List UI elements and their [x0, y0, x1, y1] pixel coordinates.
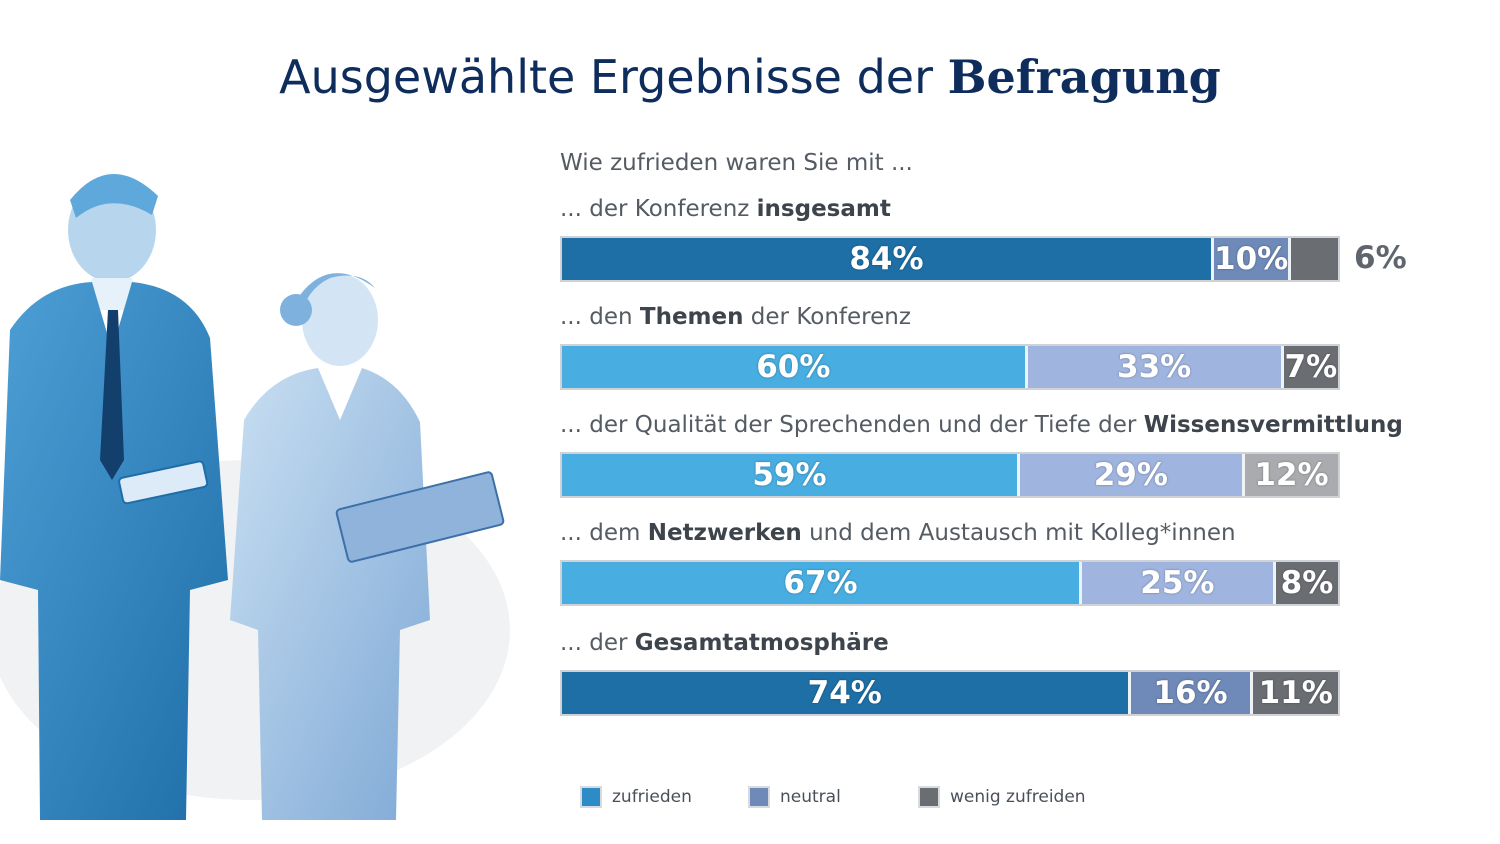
- question-text: Wie zufrieden waren Sie mit ...: [560, 150, 913, 176]
- legend-item-zufrieden: zufrieden: [580, 786, 692, 808]
- bar-row-4: 67% 25% 8%: [560, 560, 1340, 606]
- bar-segment-zufrieden: 59%: [562, 454, 1020, 496]
- data-label: 60%: [756, 349, 831, 385]
- legend-item-wenig-zufrieden: wenig zufreiden: [918, 786, 1086, 808]
- category-label-bold: Wissensvermittlung: [1143, 412, 1403, 438]
- legend-label-wenig-zufrieden: wenig zufreiden: [950, 787, 1086, 807]
- bar-segment-wenig-zufrieden: [1291, 238, 1338, 280]
- bar-row-2: 60% 33% 7%: [560, 344, 1340, 390]
- legend-swatch-wenig-zufrieden: [918, 786, 940, 808]
- chart-title-light: Ausgewählte Ergebnisse der: [279, 50, 934, 104]
- category-label-2: ... den Themen der Konferenz: [560, 304, 911, 330]
- category-label-bold: Gesamtatmosphäre: [634, 630, 889, 656]
- legend-swatch-zufrieden: [580, 786, 602, 808]
- category-label-text: ... der Konferenz: [560, 196, 757, 222]
- category-label-text: und dem Austausch mit Kolleg*innen: [801, 520, 1236, 546]
- legend-label-neutral: neutral: [780, 787, 841, 807]
- category-label-text: ... dem: [560, 520, 648, 546]
- bar-segment-neutral: 10%: [1213, 238, 1292, 280]
- data-label: 16%: [1153, 675, 1228, 711]
- data-label: 29%: [1093, 457, 1168, 493]
- bar-segment-zufrieden: 67%: [562, 562, 1082, 604]
- data-label: 33%: [1117, 349, 1192, 385]
- bar-segment-zufrieden: 84%: [562, 238, 1214, 280]
- data-label: 59%: [752, 457, 827, 493]
- bar-row-3: 59% 29% 12%: [560, 452, 1340, 498]
- bar-segment-neutral: 16%: [1130, 672, 1254, 714]
- category-label-1: ... der Konferenz insgesamt: [560, 196, 891, 222]
- legend-item-neutral: neutral: [748, 786, 841, 808]
- bar-segment-neutral: 29%: [1019, 454, 1245, 496]
- bar-row-1: 84% 10%: [560, 236, 1340, 282]
- data-label: 7%: [1284, 349, 1338, 385]
- bar-segment-wenig-zufrieden: 12%: [1244, 454, 1338, 496]
- data-label: 8%: [1280, 565, 1334, 601]
- bar-segment-neutral: 33%: [1027, 346, 1284, 388]
- legend-label-zufrieden: zufrieden: [612, 787, 692, 807]
- category-label-5: ... der Gesamtatmosphäre: [560, 630, 889, 656]
- bar-row-5: 74% 16% 11%: [560, 670, 1340, 716]
- data-label-outside: 6%: [1354, 240, 1407, 276]
- bar-segment-wenig-zufrieden: 8%: [1275, 562, 1338, 604]
- category-label-3: ... der Qualität der Sprechenden und der…: [560, 412, 1403, 438]
- category-label-text: ... der Qualität der Sprechenden und der…: [560, 412, 1144, 438]
- data-label: 12%: [1254, 457, 1329, 493]
- category-label-text: der Konferenz: [743, 304, 911, 330]
- data-label: 11%: [1258, 675, 1333, 711]
- bar-segment-neutral: 25%: [1081, 562, 1276, 604]
- data-label: 74%: [807, 675, 882, 711]
- category-label-bold: Netzwerken: [647, 520, 802, 546]
- data-label: 25%: [1140, 565, 1215, 601]
- data-label: 10%: [1214, 241, 1289, 277]
- category-label-4: ... dem Netzwerken und dem Austausch mit…: [560, 520, 1236, 546]
- legend-swatch-neutral: [748, 786, 770, 808]
- chart-legend: zufrieden neutral wenig zufreiden: [580, 786, 1140, 812]
- bar-segment-zufrieden: 60%: [562, 346, 1028, 388]
- data-label: 67%: [783, 565, 858, 601]
- category-label-text: ... der: [560, 630, 635, 656]
- data-label: 84%: [849, 241, 924, 277]
- category-label-bold: insgesamt: [756, 196, 891, 222]
- category-label-bold: Themen: [639, 304, 744, 330]
- business-people-illustration: [0, 173, 510, 820]
- bar-segment-wenig-zufrieden: 7%: [1283, 346, 1338, 388]
- chart-title-bold: Befragung: [947, 50, 1221, 104]
- chart-title: Ausgewählte Ergebnisse der Befragung: [0, 52, 1500, 103]
- bar-segment-wenig-zufrieden: 11%: [1253, 672, 1338, 714]
- bar-segment-zufrieden: 74%: [562, 672, 1131, 714]
- category-label-text: ... den: [560, 304, 640, 330]
